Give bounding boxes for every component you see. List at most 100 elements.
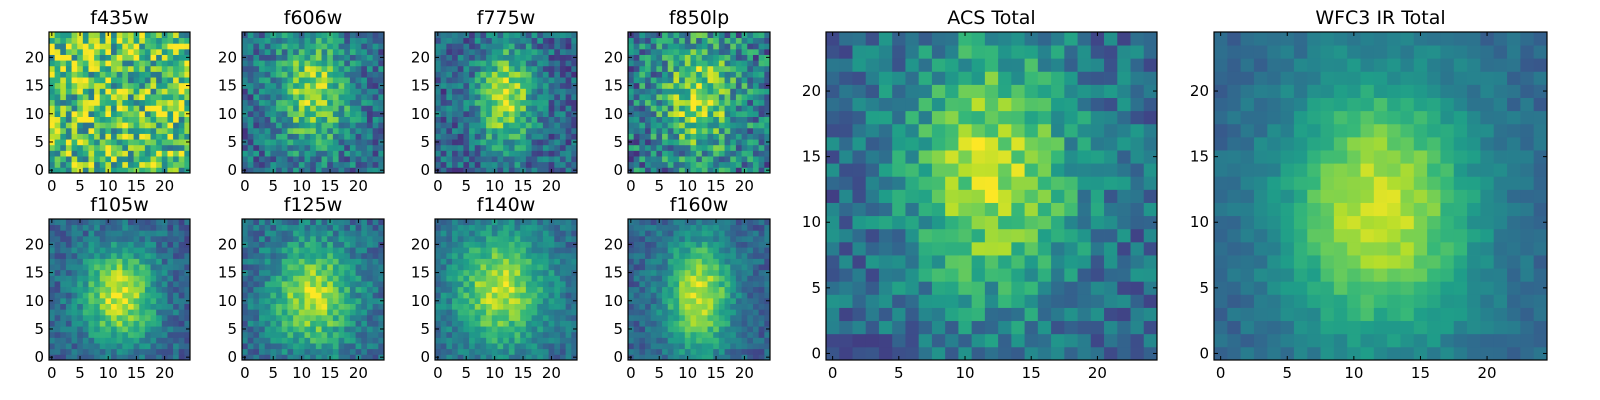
heatmap-cell bbox=[446, 252, 453, 259]
heatmap-cell bbox=[656, 94, 663, 101]
heatmap-cell bbox=[315, 88, 322, 95]
heatmap-cell bbox=[707, 65, 714, 72]
heatmap-cell bbox=[355, 252, 362, 259]
heatmap-cell bbox=[446, 105, 453, 112]
heatmap-cell bbox=[139, 235, 146, 242]
heatmap-cell bbox=[144, 320, 151, 327]
heatmap-cell bbox=[355, 139, 362, 146]
heatmap-cell bbox=[650, 60, 657, 67]
heatmap-cell bbox=[287, 43, 294, 50]
heatmap-cell bbox=[293, 144, 300, 151]
heatmap-cell bbox=[281, 224, 288, 231]
heatmap-cell bbox=[116, 43, 123, 50]
heatmap-cell bbox=[542, 161, 549, 168]
heatmap-cell bbox=[54, 110, 61, 117]
heatmap-cell bbox=[662, 71, 669, 78]
heatmap-cell bbox=[679, 37, 686, 44]
heatmap-cell bbox=[71, 37, 78, 44]
heatmap-cell bbox=[344, 110, 351, 117]
heatmap-cell bbox=[355, 82, 362, 89]
heatmap-cell bbox=[361, 99, 368, 106]
heatmap-cell bbox=[281, 241, 288, 248]
heatmap-cell bbox=[111, 94, 118, 101]
heatmap-cell bbox=[542, 348, 549, 355]
heatmap-cell bbox=[99, 235, 106, 242]
heatmap-cell bbox=[718, 32, 725, 39]
heatmap-cell bbox=[491, 269, 498, 276]
heatmap-cell bbox=[491, 258, 498, 265]
heatmap-cell bbox=[276, 105, 283, 112]
heatmap-cell bbox=[673, 303, 680, 310]
heatmap-cell bbox=[503, 150, 510, 157]
heatmap-cell bbox=[559, 269, 567, 276]
heatmap-cell bbox=[514, 331, 521, 338]
heatmap-cell bbox=[247, 303, 254, 310]
heatmap-cell bbox=[304, 105, 311, 112]
heatmap-cell bbox=[259, 139, 266, 146]
heatmap-cell bbox=[344, 219, 351, 226]
heatmap-cell bbox=[253, 43, 260, 50]
heatmap-cell bbox=[667, 88, 674, 95]
heatmap-cell bbox=[344, 230, 351, 237]
heatmap-cell bbox=[327, 348, 334, 355]
heatmap-cell bbox=[270, 331, 277, 338]
heatmap-cell bbox=[150, 110, 157, 117]
heatmap-cell bbox=[537, 88, 544, 95]
heatmap-cell bbox=[321, 348, 328, 355]
heatmap-cell bbox=[673, 348, 680, 355]
heatmap-cell bbox=[724, 161, 731, 168]
heatmap-cell bbox=[378, 303, 385, 310]
heatmap-cell bbox=[315, 314, 322, 321]
heatmap-cell bbox=[463, 292, 470, 299]
heatmap-cell bbox=[514, 230, 521, 237]
heatmap-cell bbox=[491, 43, 498, 50]
heatmap-cell bbox=[696, 337, 703, 344]
heatmap-cells bbox=[242, 32, 385, 174]
heatmap-cell bbox=[247, 99, 254, 106]
heatmap-cell bbox=[724, 314, 731, 321]
heatmap-cell bbox=[259, 105, 266, 112]
heatmap-cell bbox=[65, 281, 72, 288]
heatmap-cell bbox=[747, 286, 754, 293]
heatmap-cell bbox=[264, 122, 271, 129]
heatmap-cell bbox=[82, 156, 89, 163]
heatmap-cell bbox=[758, 292, 765, 299]
heatmap-cell bbox=[469, 65, 476, 72]
heatmap-cell bbox=[684, 43, 691, 50]
heatmap-cell bbox=[491, 281, 498, 288]
heatmap-cell bbox=[315, 297, 322, 304]
heatmap-cell bbox=[452, 139, 459, 146]
heatmap-cell bbox=[54, 297, 61, 304]
heatmap-cell bbox=[486, 326, 493, 333]
heatmap-cell bbox=[327, 127, 334, 134]
heatmap-cell bbox=[752, 65, 760, 72]
heatmap-cell bbox=[707, 286, 714, 293]
heatmap-cell bbox=[752, 54, 760, 61]
heatmap-cell bbox=[247, 297, 254, 304]
heatmap-cell bbox=[684, 94, 691, 101]
heatmap-cell bbox=[452, 320, 459, 327]
heatmap-cell bbox=[378, 99, 385, 106]
heatmap-cell bbox=[321, 116, 328, 123]
heatmap-cell bbox=[88, 110, 95, 117]
heatmap-cell bbox=[730, 161, 737, 168]
heatmap-cell bbox=[548, 235, 555, 242]
heatmap-cell bbox=[645, 343, 652, 350]
heatmap-cell bbox=[542, 269, 549, 276]
heatmap-cell bbox=[82, 110, 89, 117]
heatmap-cell bbox=[372, 297, 379, 304]
heatmap-cell bbox=[276, 110, 283, 117]
heatmap-cell bbox=[542, 337, 549, 344]
heatmap-cell bbox=[293, 354, 300, 361]
heatmap-cell bbox=[764, 331, 771, 338]
heatmap-cell bbox=[679, 54, 686, 61]
heatmap-cell bbox=[60, 247, 67, 254]
heatmap-cell bbox=[349, 110, 356, 117]
heatmap-cell bbox=[310, 82, 317, 89]
heatmap-cell bbox=[764, 133, 771, 140]
heatmap-cell bbox=[338, 71, 345, 78]
heatmap-cell bbox=[184, 88, 191, 95]
heatmap-cell bbox=[71, 269, 78, 276]
heatmap-cell bbox=[127, 348, 134, 355]
